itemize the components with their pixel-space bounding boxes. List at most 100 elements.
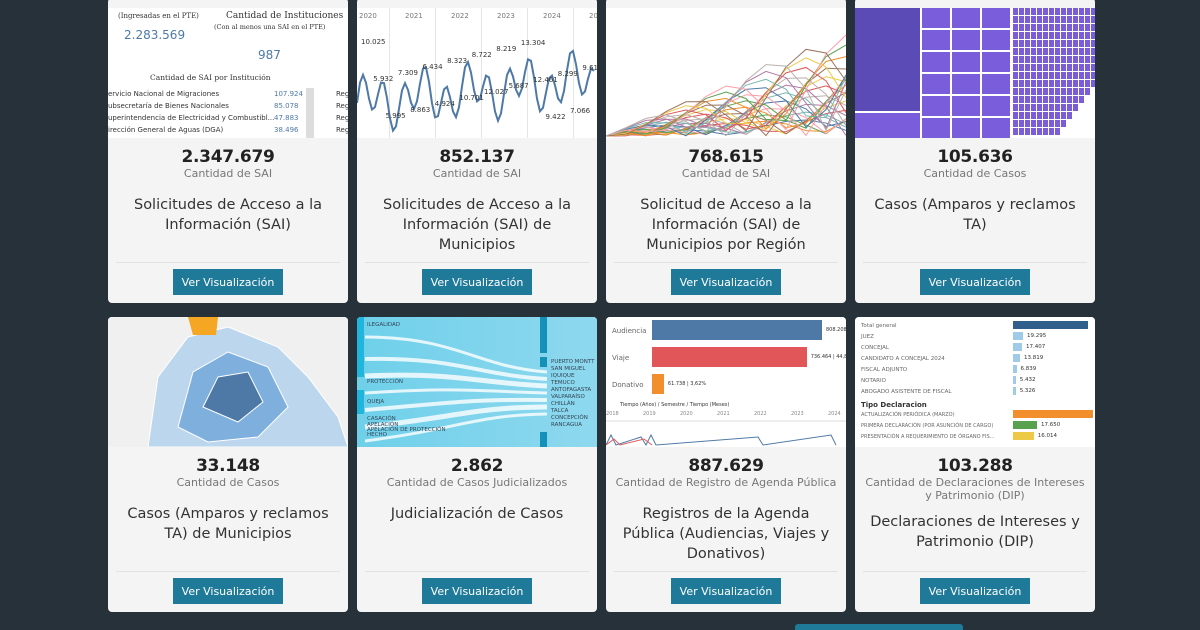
data-label: 10.025	[361, 38, 386, 46]
table-row-value: 107.924	[274, 90, 303, 98]
bar[interactable]	[652, 347, 807, 367]
table-row-label: ervicio Nacional de Migraciones	[108, 90, 220, 98]
data-label: 8.299	[557, 70, 578, 78]
divider	[116, 262, 340, 263]
sankey-source-label: HECHO	[367, 432, 387, 438]
card-title: Judicialización de Casos	[390, 506, 564, 522]
cargo-value: 19.295	[1027, 333, 1047, 339]
year-label: 2023	[497, 12, 515, 20]
year-label: 2024	[828, 411, 841, 417]
metric-label: Cantidad de Casos	[923, 167, 1027, 180]
visualization-card: 2020 2021 2022 2023 2024 2025 10.025 5.932 5.99…	[357, 0, 597, 303]
ver-visualizacion-button[interactable]: Ver Visualización	[671, 269, 781, 295]
visualization-thumbnail[interactable]	[606, 8, 846, 138]
data-label: 8.863	[410, 106, 431, 114]
next-section-bar	[795, 624, 963, 630]
table-row-label: uperintendencia de Electricidad y Combus…	[108, 114, 275, 122]
metric-value: 2.862	[450, 456, 504, 476]
cargo-label: CONCEJAL	[861, 345, 889, 351]
visualization-thumbnail[interactable]: (Ingresadas en el PTE) 2.283.569 Cantida…	[108, 8, 348, 138]
ver-visualizacion-button[interactable]: Ver Visualización	[422, 578, 532, 604]
bar-category-label: Donativo	[612, 381, 644, 389]
card-title: Solicitudes de Acceso a la Información (…	[133, 197, 322, 233]
tipo-label: ACTUALIZACIÓN PERIÓDICA (MARZO)	[861, 412, 955, 418]
data-label: 8.722	[471, 51, 492, 59]
tipo-value: 16.014	[1037, 433, 1058, 439]
visualization-card: (Ingresadas en el PTE) 2.283.569 Cantida…	[108, 0, 348, 303]
visualization-card: 33.148 Cantidad de Casos Casos (Amparos …	[108, 317, 348, 612]
multi-line-chart	[606, 34, 846, 137]
visualization-thumbnail[interactable]	[855, 8, 1095, 138]
data-label: 7.066	[570, 107, 591, 115]
metric-value: 768.615	[688, 147, 764, 167]
ver-visualizacion-button[interactable]: Ver Visualización	[671, 578, 781, 604]
ver-visualizacion-button[interactable]: Ver Visualización	[920, 578, 1030, 604]
cargo-label: ABOGADO ASISTENTE DE FISCAL	[861, 389, 952, 395]
divider	[365, 262, 589, 263]
bar-value: 808.208	[826, 327, 846, 333]
card-title: Casos (Amparos y reclamos TA)	[874, 197, 1076, 233]
data-label: 8.219	[496, 45, 517, 53]
cargo-value: 5.432	[1019, 377, 1036, 383]
metric-value: 887.629	[688, 456, 764, 476]
sankey-target-label: RANCAGUA	[551, 422, 583, 428]
data-label: 5.995	[385, 112, 406, 120]
data-label: 4.924	[434, 100, 455, 108]
ver-visualizacion-button[interactable]: Ver Visualización	[173, 578, 283, 604]
sankey-target-label: TALCA	[551, 408, 569, 414]
visualization-card: 105.636 Cantidad de Casos Casos (Amparos…	[855, 0, 1095, 303]
sankey-target-label: SAN MIGUEL	[551, 366, 586, 372]
year-label: 2022	[754, 411, 767, 417]
total-value: 2.283.569	[124, 28, 186, 42]
line-chart	[357, 49, 595, 133]
table-row-value: 38.496	[274, 126, 299, 134]
data-label: 8.323	[447, 57, 468, 65]
visualization-thumbnail[interactable]: 2020 2021 2022 2023 2024 2025 10.025 5.932 5.99…	[357, 8, 597, 138]
year-label: 2022	[451, 12, 469, 20]
visualization-card: 768.615 Cantidad de SAI Solicitud de Acc…	[606, 0, 846, 303]
ver-visualizacion-button[interactable]: Ver Visualización	[422, 269, 532, 295]
visualization-card: Audiencia 808.208 Viaje 736.464 | 44,81% Don…	[606, 317, 846, 612]
cargo-label: FISCAL ADJUNTO	[861, 367, 908, 373]
data-label: 12.461	[533, 76, 558, 84]
cargo-label: JUEZ	[861, 334, 874, 340]
metric-label: Cantidad de SAI	[432, 167, 522, 180]
divider	[614, 571, 838, 572]
ver-visualizacion-button[interactable]: Ver Visualización	[920, 269, 1030, 295]
data-label: 9.422	[545, 113, 566, 121]
bar-value: 61.738 | 3,62%	[667, 381, 707, 387]
visualization-thumbnail[interactable]: Audiencia 808.208 Viaje 736.464 | 44,81% Don…	[606, 317, 846, 447]
ver-visualizacion-button[interactable]: Ver Visualización	[173, 269, 283, 295]
card-title: Registros de la Agenda Pública (Audienci…	[622, 506, 830, 562]
year-label: 2020	[680, 411, 693, 417]
sankey-source-label: ILEGALIDAD	[367, 322, 401, 328]
bar[interactable]	[652, 374, 664, 394]
visualization-thumbnail[interactable]: Total general JUEZ 19.295 CONCEJAL 17.407 CAN…	[855, 317, 1095, 447]
visualization-card: ILEGALIDAD PROTECCIÓN QUEJA CASACIÓN APELACI…	[357, 317, 597, 612]
year-label: 2023	[791, 411, 804, 417]
sankey-target-label: ANTOFAGASTA	[551, 387, 592, 393]
data-label: 9.615	[582, 64, 597, 72]
cargo-value: 13.819	[1024, 355, 1044, 361]
visualization-card: Total general JUEZ 19.295 CONCEJAL 17.407 CAN…	[855, 317, 1095, 612]
visualization-thumbnail[interactable]	[108, 317, 348, 447]
table-row-value: 85.078	[274, 102, 299, 110]
data-label: 5.687	[508, 82, 529, 90]
metric-label: Cantidad de Casos	[176, 476, 280, 489]
visualization-thumbnail[interactable]: ILEGALIDAD PROTECCIÓN QUEJA CASACIÓN APELACI…	[357, 317, 597, 447]
bar-category-label: Viaje	[612, 354, 630, 362]
sankey-target-label: IQUIQUE	[551, 373, 575, 379]
total-subtitle: (Ingresadas en el PTE)	[118, 12, 199, 20]
region-map	[108, 317, 348, 447]
data-label: 5.932	[373, 75, 394, 83]
sankey-target-label: VALPARAÍSO	[551, 394, 585, 400]
sankey-source-label: QUEJA	[367, 399, 385, 405]
metric-label: Cantidad de SAI	[681, 167, 771, 180]
axis-title: Tiempo (Años) / Semestre / Tiempo (Meses…	[620, 402, 730, 408]
metric-label: Cantidad de SAI	[183, 167, 273, 180]
sankey-target-label: CHILLÁN	[551, 401, 575, 407]
year-label: 2020	[359, 12, 377, 20]
bar[interactable]	[652, 320, 822, 340]
divider	[365, 571, 589, 572]
divider	[614, 262, 838, 263]
